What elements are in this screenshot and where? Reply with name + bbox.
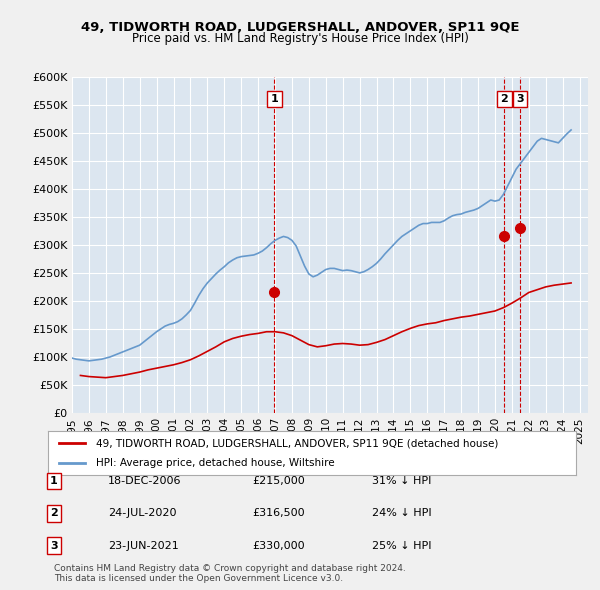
- Text: HPI: Average price, detached house, Wiltshire: HPI: Average price, detached house, Wilt…: [95, 458, 334, 467]
- Text: £215,000: £215,000: [252, 476, 305, 486]
- Text: 25% ↓ HPI: 25% ↓ HPI: [372, 541, 431, 550]
- Text: 3: 3: [50, 541, 58, 550]
- Text: 49, TIDWORTH ROAD, LUDGERSHALL, ANDOVER, SP11 9QE: 49, TIDWORTH ROAD, LUDGERSHALL, ANDOVER,…: [81, 21, 519, 34]
- Text: 31% ↓ HPI: 31% ↓ HPI: [372, 476, 431, 486]
- Text: 24-JUL-2020: 24-JUL-2020: [108, 509, 176, 518]
- Text: 1: 1: [50, 476, 58, 486]
- Text: 18-DEC-2006: 18-DEC-2006: [108, 476, 182, 486]
- Text: £330,000: £330,000: [252, 541, 305, 550]
- Text: 3: 3: [516, 94, 524, 104]
- Text: 49, TIDWORTH ROAD, LUDGERSHALL, ANDOVER, SP11 9QE (detached house): 49, TIDWORTH ROAD, LUDGERSHALL, ANDOVER,…: [95, 438, 498, 448]
- Text: 24% ↓ HPI: 24% ↓ HPI: [372, 509, 431, 518]
- Text: 2: 2: [50, 509, 58, 518]
- Text: 1: 1: [271, 94, 278, 104]
- Text: Price paid vs. HM Land Registry's House Price Index (HPI): Price paid vs. HM Land Registry's House …: [131, 32, 469, 45]
- Text: Contains HM Land Registry data © Crown copyright and database right 2024.
This d: Contains HM Land Registry data © Crown c…: [54, 563, 406, 583]
- Text: 2: 2: [500, 94, 508, 104]
- Text: 23-JUN-2021: 23-JUN-2021: [108, 541, 179, 550]
- Text: £316,500: £316,500: [252, 509, 305, 518]
